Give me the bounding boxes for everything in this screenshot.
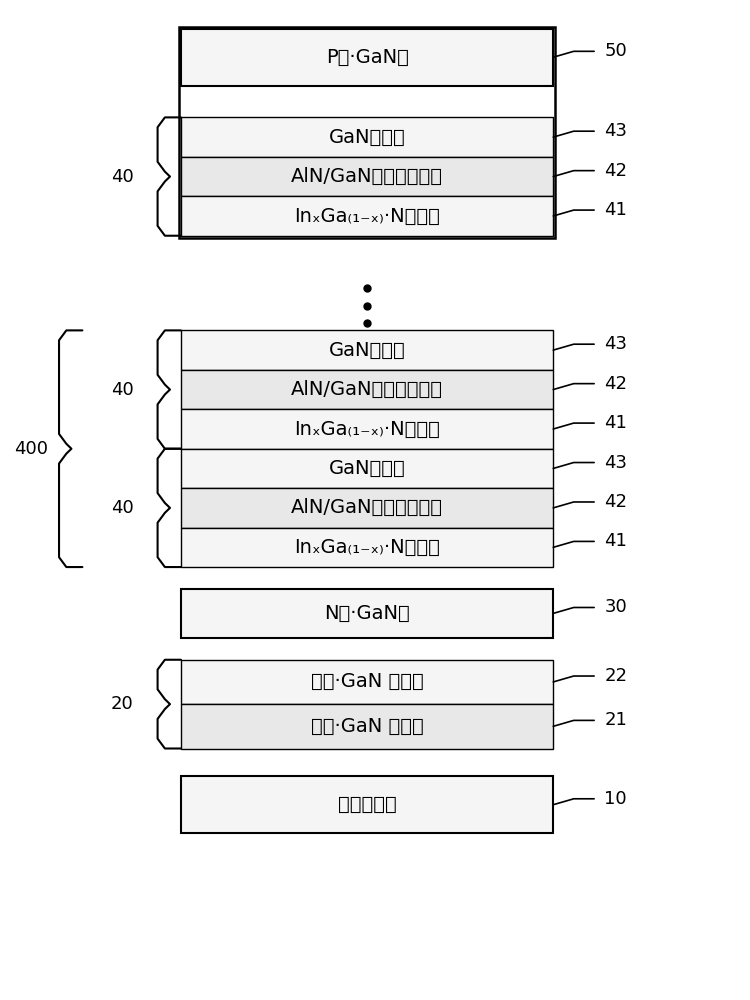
Bar	[181, 528, 554, 567]
Bar	[181, 409, 554, 449]
Bar	[181, 196, 554, 236]
Text: 40: 40	[111, 168, 134, 186]
Bar	[181, 660, 554, 704]
Text: N型·GaN层: N型·GaN层	[324, 604, 410, 623]
Bar	[181, 157, 554, 196]
Bar	[181, 370, 554, 409]
Text: 41: 41	[604, 532, 627, 550]
Text: AlN/GaN超晶格结构层: AlN/GaN超晶格结构层	[291, 498, 443, 517]
Text: GaN势垒层: GaN势垒层	[328, 128, 406, 147]
Text: InₓGa₍₁₋ₓ₎·N势阱层: InₓGa₍₁₋ₓ₎·N势阱层	[294, 207, 440, 226]
Text: AlN/GaN超晶格结构层: AlN/GaN超晶格结构层	[291, 380, 443, 399]
Text: 42: 42	[604, 493, 627, 511]
Bar	[181, 488, 554, 528]
Text: 22: 22	[604, 667, 627, 685]
Text: GaN势垒层: GaN势垒层	[328, 341, 406, 360]
Text: 高温·GaN 缓冲层: 高温·GaN 缓冲层	[310, 672, 424, 691]
Text: 21: 21	[604, 711, 627, 729]
Text: 低温·GaN 缓冲层: 低温·GaN 缓冲层	[310, 717, 424, 736]
Text: 41: 41	[604, 414, 627, 432]
Text: 30: 30	[604, 598, 627, 616]
Text: 40: 40	[111, 381, 134, 399]
Text: AlN/GaN超晶格结构层: AlN/GaN超晶格结构层	[291, 167, 443, 186]
Text: 50: 50	[604, 42, 627, 60]
Text: 400: 400	[14, 440, 48, 458]
Bar	[181, 589, 554, 638]
Bar	[181, 29, 554, 86]
Text: 41: 41	[604, 201, 627, 219]
Bar	[181, 330, 554, 370]
Text: InₓGa₍₁₋ₓ₎·N势阱层: InₓGa₍₁₋ₓ₎·N势阱层	[294, 419, 440, 438]
Text: 43: 43	[604, 454, 627, 472]
Bar	[181, 776, 554, 833]
Text: 10: 10	[604, 790, 627, 808]
Bar	[181, 704, 554, 748]
Text: 42: 42	[604, 375, 627, 393]
Text: GaN势垒层: GaN势垒层	[328, 459, 406, 478]
Text: 20: 20	[111, 695, 134, 713]
Text: 43: 43	[604, 122, 627, 140]
Text: 蓝宝石衬底: 蓝宝石衬底	[338, 795, 397, 814]
Bar	[181, 449, 554, 488]
Text: InₓGa₍₁₋ₓ₎·N势阱层: InₓGa₍₁₋ₓ₎·N势阱层	[294, 538, 440, 557]
Bar	[181, 117, 554, 157]
Text: 42: 42	[604, 162, 627, 180]
Text: P型·GaN层: P型·GaN层	[326, 48, 409, 67]
Text: 43: 43	[604, 335, 627, 353]
Text: 40: 40	[111, 499, 134, 517]
